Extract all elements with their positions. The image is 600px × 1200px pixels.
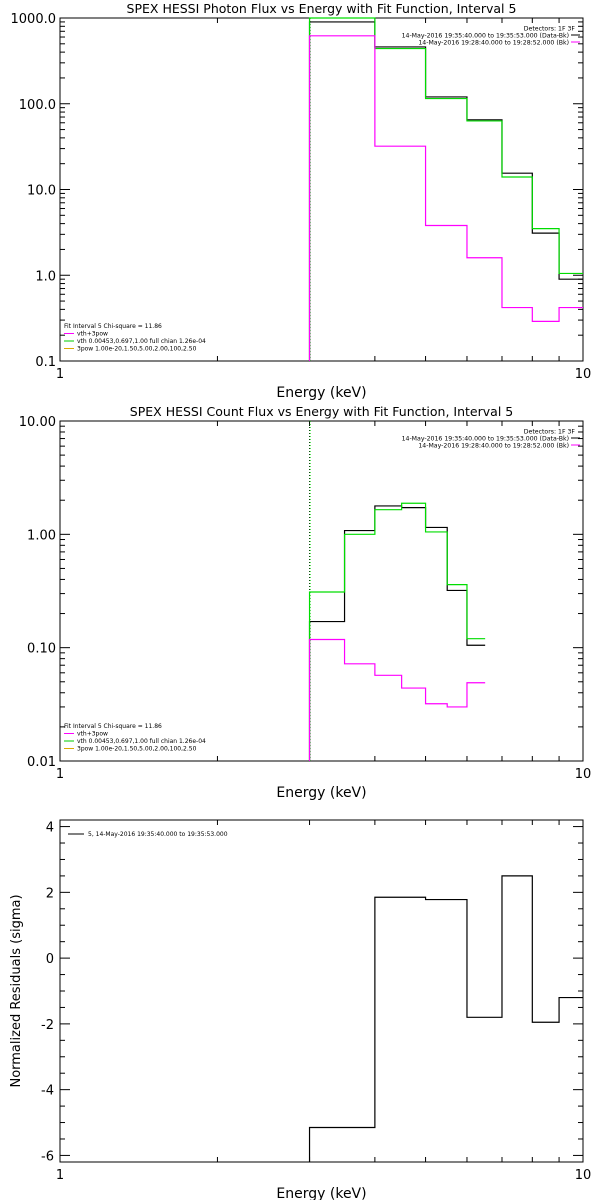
header-text: Detectors: 1F 3F: [524, 429, 576, 436]
legend-entry: vth 0.00453,0.697,1.00 full chian 1.26e-…: [77, 338, 206, 345]
plot-frame: [59, 17, 584, 362]
y-tick-label: 0: [46, 952, 54, 967]
chart-title: SPEX HESSI Count Flux vs Energy with Fit…: [130, 404, 513, 419]
legend-entry: Fit Interval 5 Chi-square = 11.86: [64, 323, 162, 330]
x-axis-label: Energy (keV): [276, 1186, 366, 1200]
x-tick-label: 1: [56, 367, 64, 382]
y-tick-label: 0.01: [27, 755, 56, 770]
x-tick-label: 10: [575, 367, 592, 382]
legend-entry: 3pow 1.00e-20,1.50,5.00,2.00,100,2.50: [77, 746, 197, 753]
plot-frame: [59, 420, 584, 762]
y-tick-label: 10.00: [19, 415, 56, 430]
chart-panel-3: 1 10 -6 -4 -2 0 2 4 Energy (keV) Normalized Resid…: [9, 819, 592, 1200]
legend-entry: 3pow 1.00e-20,1.50,5.00,2.00,100,2.50: [77, 346, 197, 353]
legend-entry: vth+3pow: [77, 331, 108, 338]
header-text: 14-May-2016 19:28:40.000 to 19:28:52.000…: [418, 443, 569, 450]
series-2-line: [308, 502, 486, 761]
x-axis-label: Energy (keV): [276, 785, 366, 801]
series-1-line: [308, 21, 583, 361]
y-tick-label: -6: [41, 1149, 54, 1164]
y-tick-label: 100.0: [19, 98, 56, 113]
legend-entry: 5, 14-May-2016 19:35:40.000 to 19:35:53.…: [88, 831, 228, 838]
x-tick-label: 1: [56, 767, 64, 782]
plot-frame: [59, 819, 584, 1163]
y-tick-label: 1.00: [27, 528, 56, 543]
y-tick-label: -4: [41, 1084, 54, 1099]
x-tick-label: 1: [56, 1168, 64, 1183]
header-text: 14-May-2016 19:35:40.000 to 19:35:53.000…: [402, 33, 569, 40]
header-text: 14-May-2016 19:35:40.000 to 19:35:53.000…: [402, 436, 569, 443]
legend-entry: Fit Interval 5 Chi-square = 11.86: [64, 723, 162, 730]
series-2-line: [308, 17, 583, 361]
y-tick-label: 4: [46, 821, 54, 836]
y-tick-label: 10.0: [27, 184, 56, 199]
x-tick-label: 10: [575, 1168, 592, 1183]
legend-entry: vth+3pow: [77, 731, 108, 738]
chart-title: SPEX HESSI Photon Flux vs Energy with Fi…: [127, 1, 517, 16]
chart-panel-2: 1 10 0.01 0.10 1.00 10.00 SPEX HESSI Count Flu…: [19, 404, 591, 801]
series-3-line: [308, 35, 583, 361]
chart-panel-1: 1 10 0.1 1.0 10.0 100.0 1000.0 SPEX HESSI Photo…: [11, 1, 592, 401]
series-1-line: [308, 505, 486, 761]
header-text: 14-May-2016 19:28:40.000 to 19:28:52.000…: [418, 40, 569, 47]
y-tick-label: 1.0: [35, 269, 56, 284]
header-text: Detectors: 1F 3F: [524, 26, 576, 33]
y-tick-label: 2: [46, 886, 54, 901]
legend-entry: vth 0.00453,0.697,1.00 full chian 1.26e-…: [77, 738, 206, 745]
series-3-line: [308, 638, 486, 761]
y-axis-label: Normalized Residuals (sigma): [9, 894, 24, 1087]
y-tick-label: 0.1: [35, 355, 56, 370]
x-axis-label: Energy (keV): [276, 385, 366, 401]
y-tick-label: 0.10: [27, 642, 56, 657]
y-tick-label: 1000.0: [11, 12, 57, 27]
series-1-line: [308, 875, 583, 1162]
x-tick-label: 10: [575, 767, 592, 782]
y-tick-label: -2: [41, 1018, 54, 1033]
